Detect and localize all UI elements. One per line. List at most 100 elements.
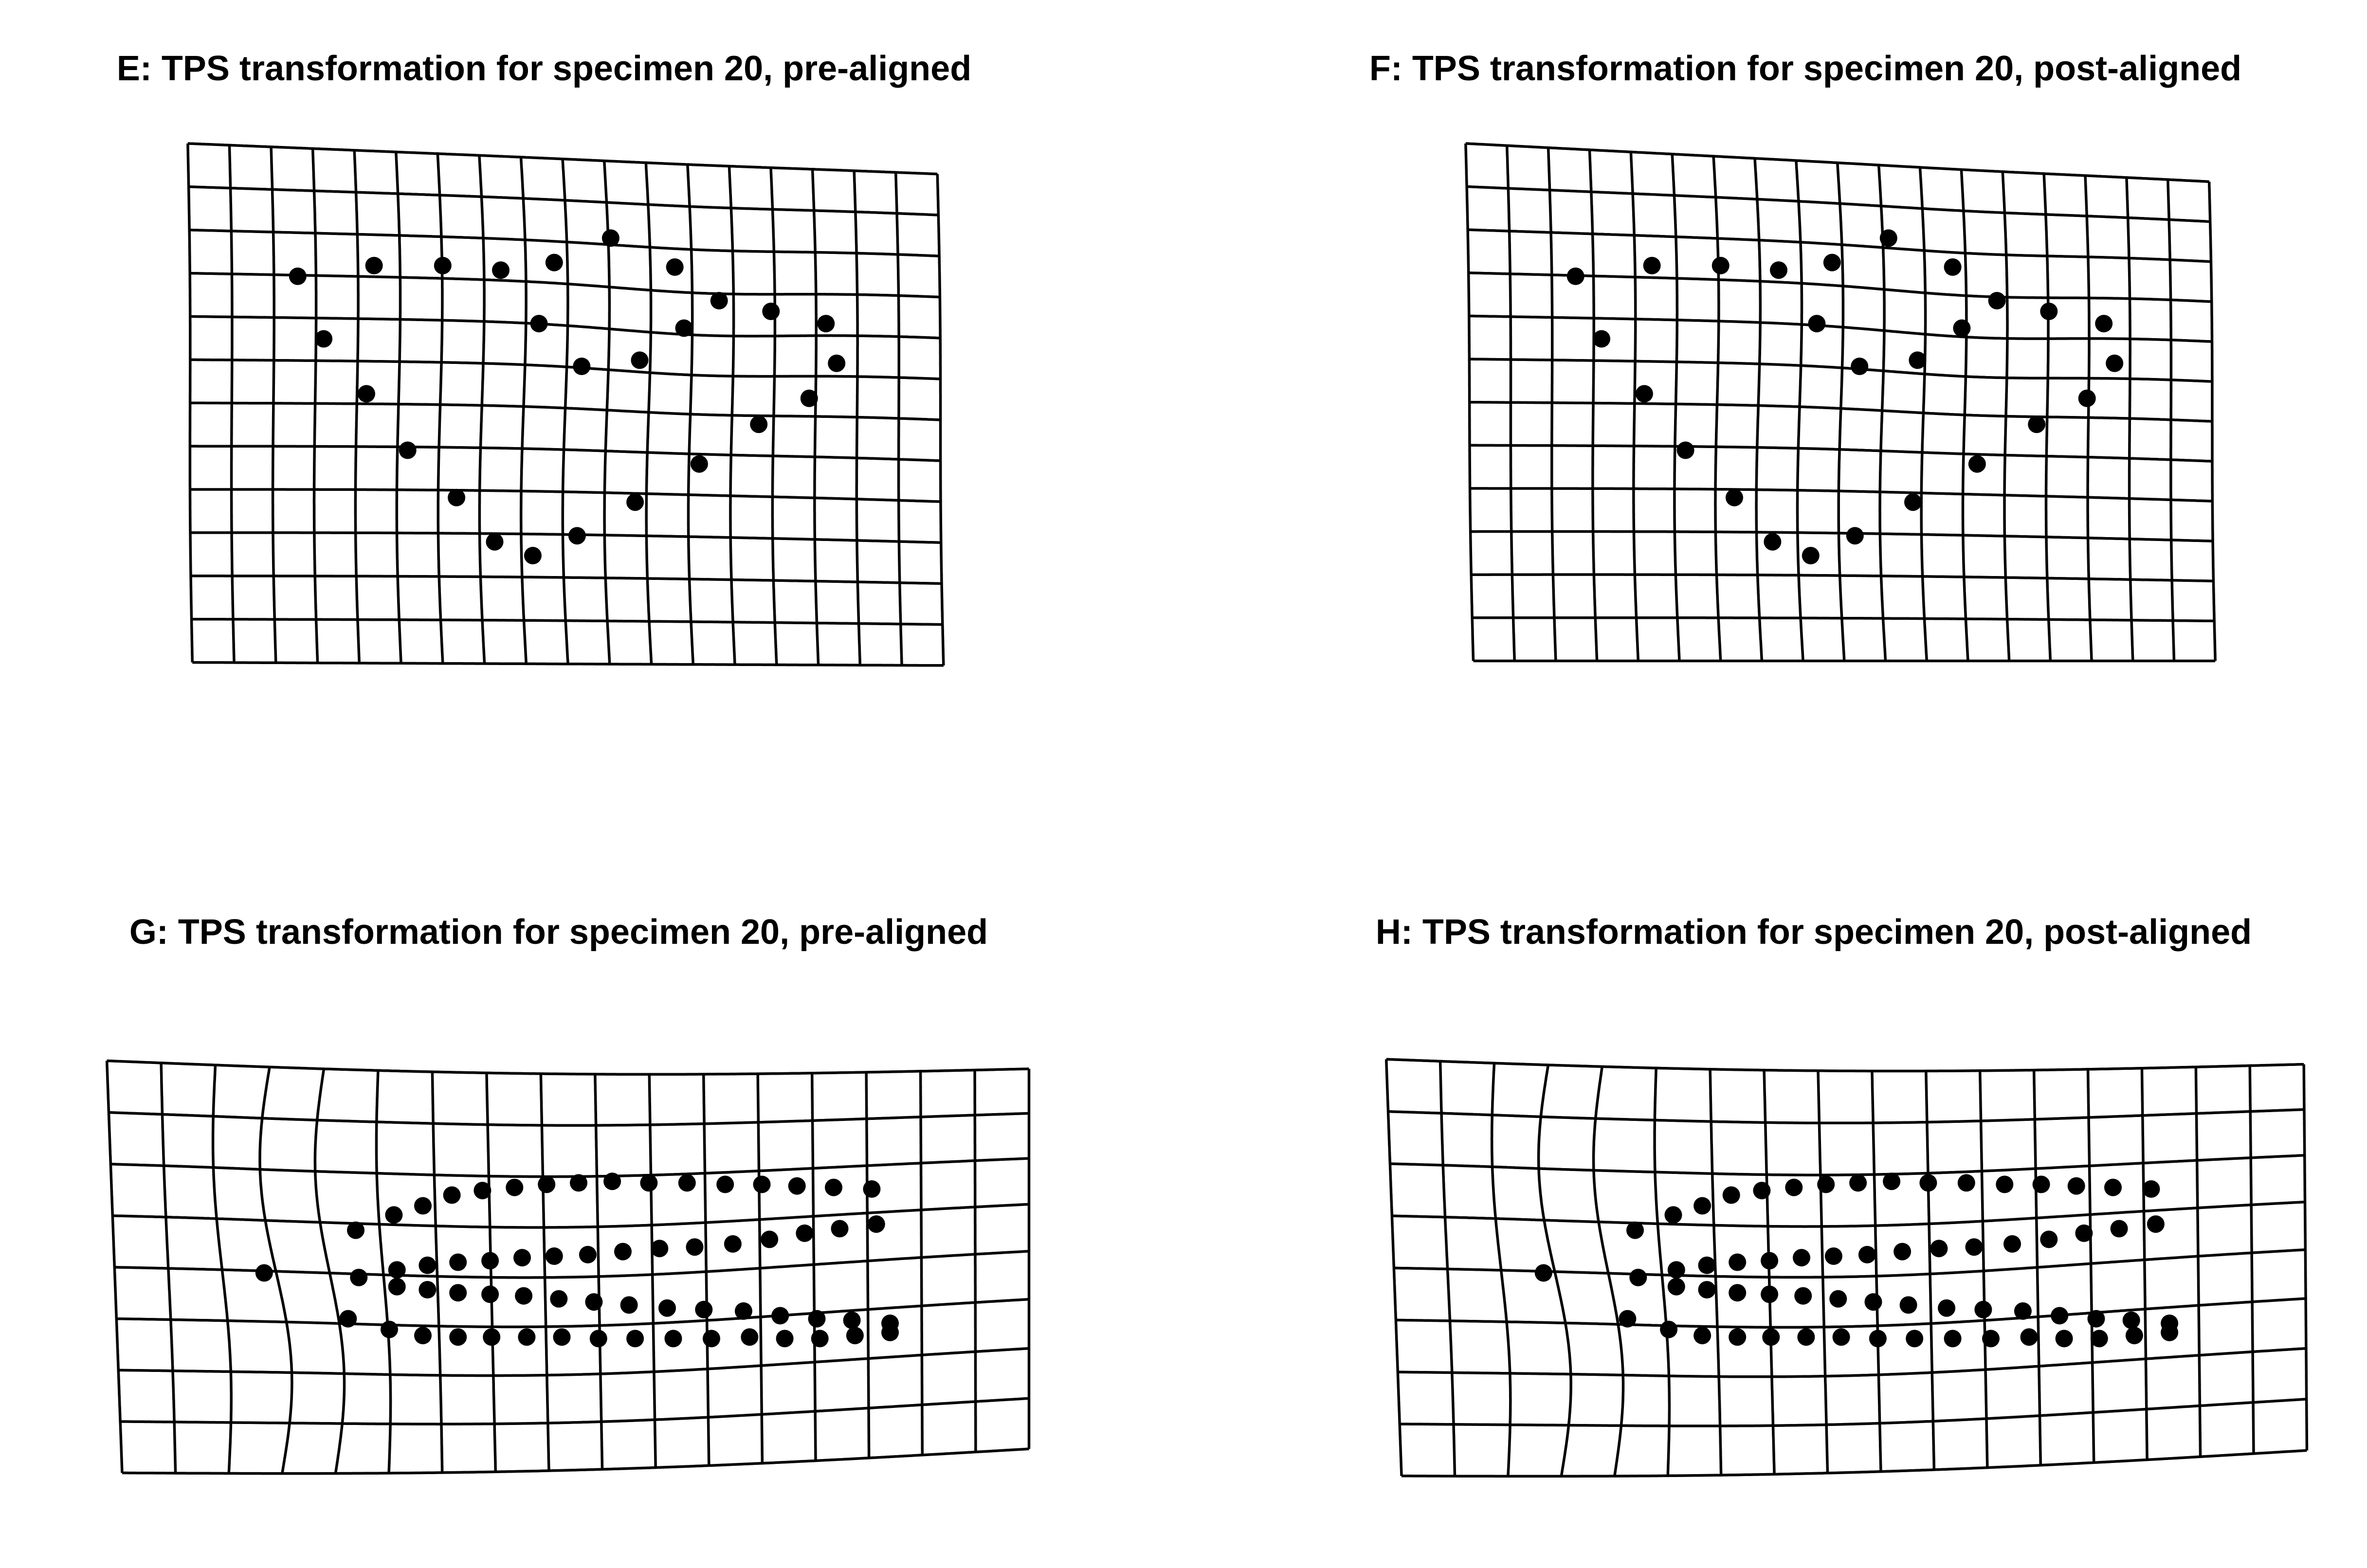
panel-h-landmark bbox=[1930, 1240, 1948, 1258]
panel-g-landmark bbox=[481, 1252, 499, 1270]
panel-g-grid-column-line bbox=[105, 1061, 124, 1473]
panel-h-grid-row-line bbox=[1392, 1200, 2305, 1228]
panel-g-landmark bbox=[518, 1328, 536, 1346]
panel-h-grid-column-line bbox=[1490, 1063, 1512, 1477]
panel-g-landmark bbox=[640, 1174, 658, 1192]
panel-g-landmark bbox=[255, 1264, 273, 1282]
panel-h-landmark bbox=[1693, 1197, 1712, 1215]
panel-g-landmark bbox=[808, 1310, 826, 1328]
panel-g-landmark bbox=[651, 1240, 669, 1258]
panel-g-landmark bbox=[585, 1293, 603, 1311]
panel-g-landmark bbox=[867, 1215, 885, 1233]
panel-e-landmark bbox=[524, 547, 542, 564]
panel-e-landmark bbox=[710, 292, 728, 309]
panel-g-grid-column-line bbox=[539, 1073, 550, 1471]
panel-f-grid-column-line bbox=[1712, 156, 1722, 661]
panel-h-landmark bbox=[1698, 1281, 1716, 1298]
panel-h-landmark bbox=[1761, 1285, 1779, 1303]
panel-h-landmark bbox=[1761, 1252, 1779, 1270]
panel-e-grid-column-line bbox=[644, 162, 653, 665]
panel-f-grid-row-line bbox=[1470, 444, 2213, 463]
panel-g-landmark bbox=[506, 1178, 524, 1196]
panel-g-landmark bbox=[796, 1224, 814, 1242]
panel-h-landmark bbox=[1722, 1186, 1740, 1204]
panel-e-landmark bbox=[365, 256, 383, 274]
panel-e-landmark bbox=[545, 253, 563, 271]
panel-g-grid-column-line bbox=[648, 1074, 657, 1468]
panel-f-landmark bbox=[1846, 527, 1864, 545]
panel-g-landmark bbox=[741, 1328, 759, 1346]
panel-e-grid-column-line bbox=[769, 167, 778, 665]
panel-f-landmark bbox=[2095, 315, 2113, 333]
panel-h-grid-column-line bbox=[1653, 1068, 1671, 1476]
panel-e-grid-column-line bbox=[353, 150, 361, 664]
panel-e-grid-column-line bbox=[186, 143, 194, 663]
panel-g-landmark bbox=[388, 1278, 406, 1296]
panel-e-landmark bbox=[530, 315, 548, 333]
panel-h-landmark bbox=[1698, 1256, 1716, 1274]
panel-e-landmark bbox=[434, 256, 452, 274]
panel-f-grid-column-line bbox=[2125, 177, 2134, 661]
panel-h-landmark bbox=[1869, 1330, 1887, 1348]
panel-f-grid-column-line bbox=[1588, 149, 1599, 661]
panel-g-grid-row-line bbox=[116, 1298, 1029, 1329]
panel-g-landmark bbox=[734, 1302, 752, 1320]
panel-g-grid-column-line bbox=[375, 1070, 392, 1474]
panel-h-grid-column-line bbox=[1871, 1071, 1882, 1472]
panel-f-grid-column-line bbox=[1629, 152, 1640, 661]
panel-g-landmark bbox=[449, 1328, 467, 1346]
panel-g-landmark bbox=[443, 1186, 461, 1204]
panel-g-grid-column-line bbox=[211, 1065, 233, 1474]
panel-h-landmark bbox=[1906, 1330, 1924, 1348]
panel-f-grid-column-line bbox=[1960, 169, 1969, 661]
panel-e-grid-row-line bbox=[189, 228, 940, 258]
panel-e-grid-row-line bbox=[191, 575, 942, 585]
panel-h-landmark bbox=[1629, 1268, 1647, 1286]
panel-g-landmark bbox=[843, 1311, 861, 1329]
panel-g-landmark bbox=[811, 1330, 829, 1348]
panel-h-grid-column-line bbox=[1925, 1071, 1936, 1470]
panel-g-landmark bbox=[515, 1287, 533, 1305]
panel-g-grid-row-line bbox=[112, 1203, 1029, 1229]
panel-e-landmark bbox=[448, 488, 466, 506]
panel-f-grid-column-line bbox=[2042, 173, 2052, 661]
panel-g-landmark bbox=[831, 1220, 849, 1238]
panel-f-grid-column-line bbox=[1918, 167, 1929, 661]
panel-g-landmark bbox=[589, 1330, 607, 1348]
panel-h-grid-row-line bbox=[1402, 1449, 2307, 1478]
panel-h-landmark bbox=[2104, 1178, 2122, 1196]
panel-f-landmark bbox=[1909, 351, 1927, 369]
panel-e-grid-column-line bbox=[728, 166, 736, 665]
panel-g-landmark bbox=[579, 1245, 597, 1263]
panel-g-landmark bbox=[538, 1175, 556, 1193]
panel-g-landmark bbox=[385, 1206, 403, 1224]
panel-e-grid-column-line bbox=[478, 155, 486, 664]
panel-g-grid-column-line bbox=[973, 1070, 977, 1452]
panel-e-landmark bbox=[817, 315, 835, 333]
panel-h-grid-column-line bbox=[2140, 1068, 2149, 1460]
panel-g-grid-column-line bbox=[756, 1074, 764, 1463]
panel-g-landmark bbox=[881, 1323, 899, 1341]
panel-e-landmark bbox=[492, 261, 510, 279]
panel-f-landmark bbox=[1764, 533, 1782, 551]
panel-g-landmark bbox=[686, 1238, 704, 1256]
panel-f-landmark bbox=[1808, 315, 1826, 333]
panel-g-grid-row-line bbox=[118, 1347, 1029, 1377]
panel-g-landmark bbox=[449, 1284, 467, 1302]
panel-e-landmark bbox=[601, 229, 619, 247]
panel-h-grid-row-line bbox=[1400, 1398, 2307, 1427]
panel-e-grid-column-line bbox=[270, 146, 277, 663]
panel-f-landmark bbox=[1968, 455, 1986, 473]
panel-g-landmark bbox=[724, 1235, 742, 1253]
panel-g-grid-row-line bbox=[114, 1250, 1029, 1279]
panel-h-landmark bbox=[1829, 1290, 1847, 1308]
panel-g-grid-row-line bbox=[122, 1447, 1029, 1475]
panel-f-landmark bbox=[1944, 258, 1962, 276]
panel-g-landmark bbox=[481, 1285, 499, 1303]
panel-g-grid-column-line bbox=[485, 1073, 497, 1472]
panel-f-grid-column-line bbox=[2167, 180, 2176, 661]
panel-f-landmarks bbox=[1566, 229, 2124, 564]
panel-g-grid-column-line bbox=[313, 1068, 346, 1474]
panel-f-landmark bbox=[1726, 488, 1743, 506]
panel-e-grid-column-line bbox=[228, 145, 236, 663]
